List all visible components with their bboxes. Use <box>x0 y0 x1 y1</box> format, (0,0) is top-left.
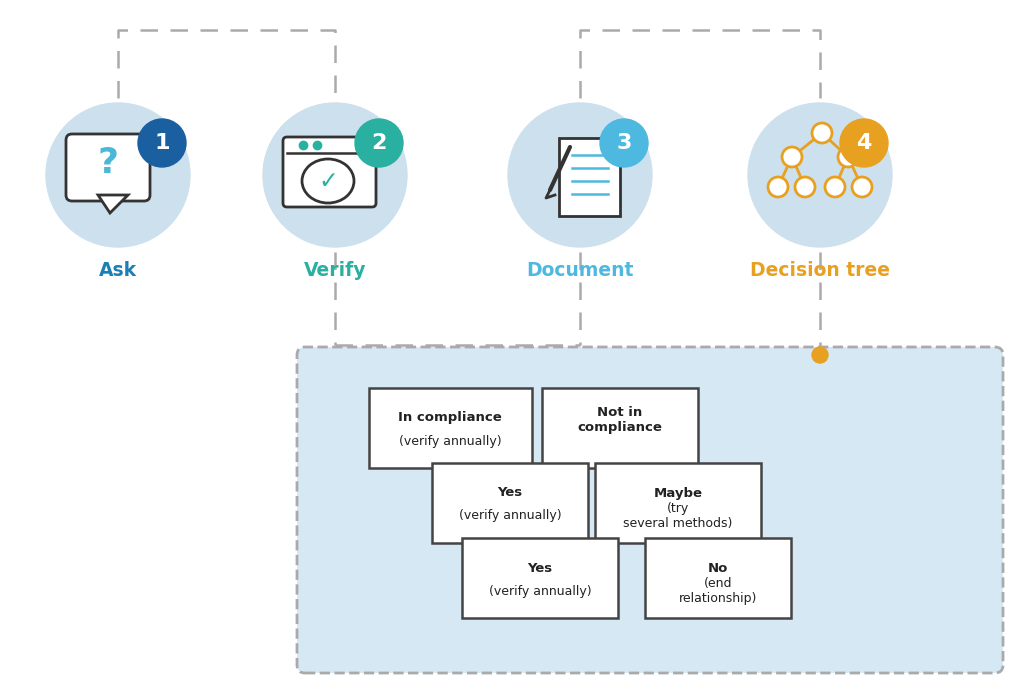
FancyBboxPatch shape <box>297 347 1002 673</box>
Text: (verify annually): (verify annually) <box>398 435 502 448</box>
Text: ?: ? <box>97 146 119 180</box>
FancyBboxPatch shape <box>595 463 761 543</box>
Text: ✓: ✓ <box>318 169 338 193</box>
Text: Verify: Verify <box>304 261 367 279</box>
Text: 1: 1 <box>155 133 170 153</box>
FancyBboxPatch shape <box>66 134 150 201</box>
Text: Yes: Yes <box>527 562 553 575</box>
Polygon shape <box>98 195 128 213</box>
Text: (end
relationship): (end relationship) <box>679 577 757 605</box>
Text: Maybe: Maybe <box>653 486 702 500</box>
FancyBboxPatch shape <box>283 137 376 207</box>
Circle shape <box>46 103 190 247</box>
FancyBboxPatch shape <box>542 388 698 468</box>
FancyBboxPatch shape <box>559 138 620 216</box>
Text: (verify annually): (verify annually) <box>488 584 591 598</box>
Text: Ask: Ask <box>99 261 137 279</box>
Circle shape <box>508 103 652 247</box>
Circle shape <box>768 177 788 197</box>
Circle shape <box>138 119 186 167</box>
Ellipse shape <box>302 159 354 203</box>
Text: Not in
compliance: Not in compliance <box>578 406 663 435</box>
Text: In compliance: In compliance <box>398 411 502 424</box>
Circle shape <box>263 103 407 247</box>
Text: 2: 2 <box>372 133 387 153</box>
Circle shape <box>812 347 828 363</box>
Circle shape <box>812 123 831 143</box>
Circle shape <box>852 177 872 197</box>
Circle shape <box>355 119 403 167</box>
Circle shape <box>782 147 802 167</box>
Circle shape <box>825 177 845 197</box>
Text: (verify annually): (verify annually) <box>459 509 561 522</box>
FancyBboxPatch shape <box>369 388 531 468</box>
Text: Document: Document <box>526 261 634 279</box>
Circle shape <box>838 147 858 167</box>
Circle shape <box>600 119 648 167</box>
Text: 4: 4 <box>856 133 871 153</box>
Circle shape <box>748 103 892 247</box>
Text: Decision tree: Decision tree <box>750 261 890 279</box>
FancyBboxPatch shape <box>432 463 588 543</box>
Circle shape <box>840 119 888 167</box>
FancyBboxPatch shape <box>645 538 791 618</box>
Text: (try
several methods): (try several methods) <box>624 502 733 530</box>
Text: No: No <box>708 562 728 575</box>
Text: Yes: Yes <box>498 486 522 500</box>
Text: 3: 3 <box>616 133 632 153</box>
FancyBboxPatch shape <box>462 538 618 618</box>
Circle shape <box>795 177 815 197</box>
